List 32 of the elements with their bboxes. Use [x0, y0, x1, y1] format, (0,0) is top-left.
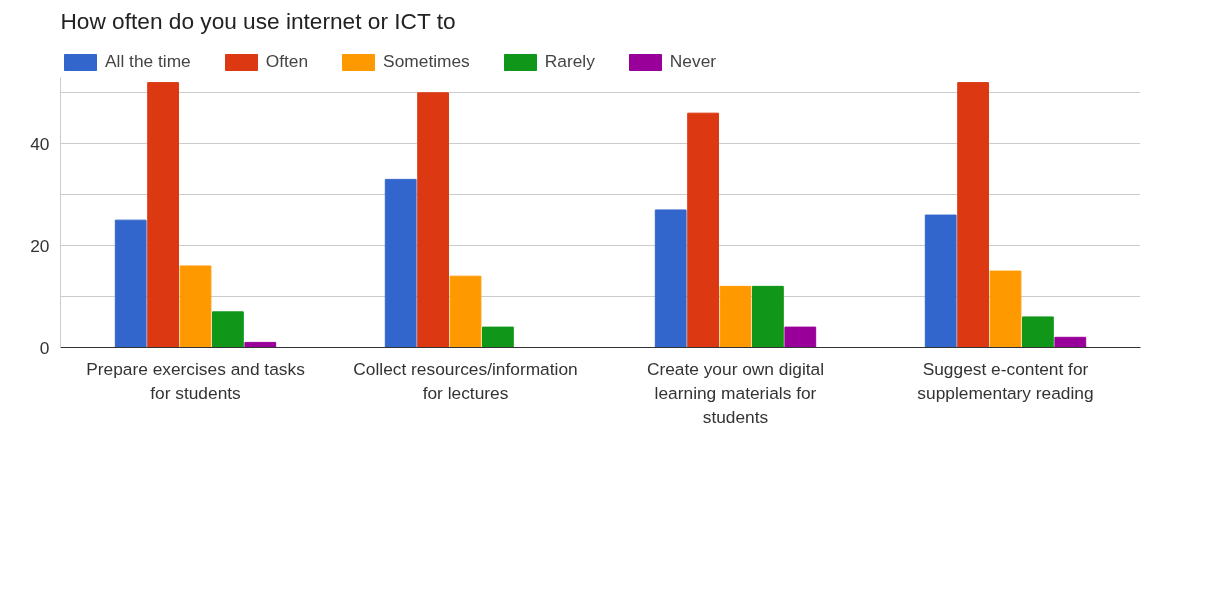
x-tick-label: Create your own digital learning materials for students: [646, 358, 825, 427]
y-tick-label: 40: [30, 133, 50, 154]
bar: [957, 82, 989, 348]
x-tick-label: Collect resources/information for lectures: [353, 358, 578, 403]
bar: [384, 178, 417, 348]
chart-title: How often do you use internet or ICT to: [60, 7, 456, 34]
x-tick-label: Suggest e-content for supplementary reading: [917, 358, 1094, 403]
legend-label: Often: [265, 51, 309, 72]
legend-label: Rarely: [544, 51, 595, 72]
bar: [989, 270, 1022, 348]
bar: [924, 214, 957, 348]
bar: [687, 112, 719, 348]
bar: [1054, 336, 1087, 348]
bar: [752, 285, 784, 348]
y-tick-label: 20: [30, 235, 50, 256]
bar: [147, 82, 179, 348]
bar: [482, 326, 514, 348]
bar: [114, 219, 147, 348]
bar: [417, 92, 449, 348]
bar: [719, 285, 752, 348]
x-tick-label: Prepare exercises and tasks for students: [86, 358, 306, 403]
legend-label: Sometimes: [383, 51, 470, 72]
bar: [212, 311, 244, 348]
legend-label: All the time: [105, 51, 191, 72]
y-tick-label: 0: [39, 337, 50, 358]
bar: [1022, 316, 1054, 348]
legend-label: Never: [669, 51, 717, 72]
bar: [654, 209, 687, 348]
bar: [784, 326, 817, 348]
bar: [449, 275, 482, 348]
bar: [244, 341, 277, 348]
bar: [179, 265, 212, 348]
